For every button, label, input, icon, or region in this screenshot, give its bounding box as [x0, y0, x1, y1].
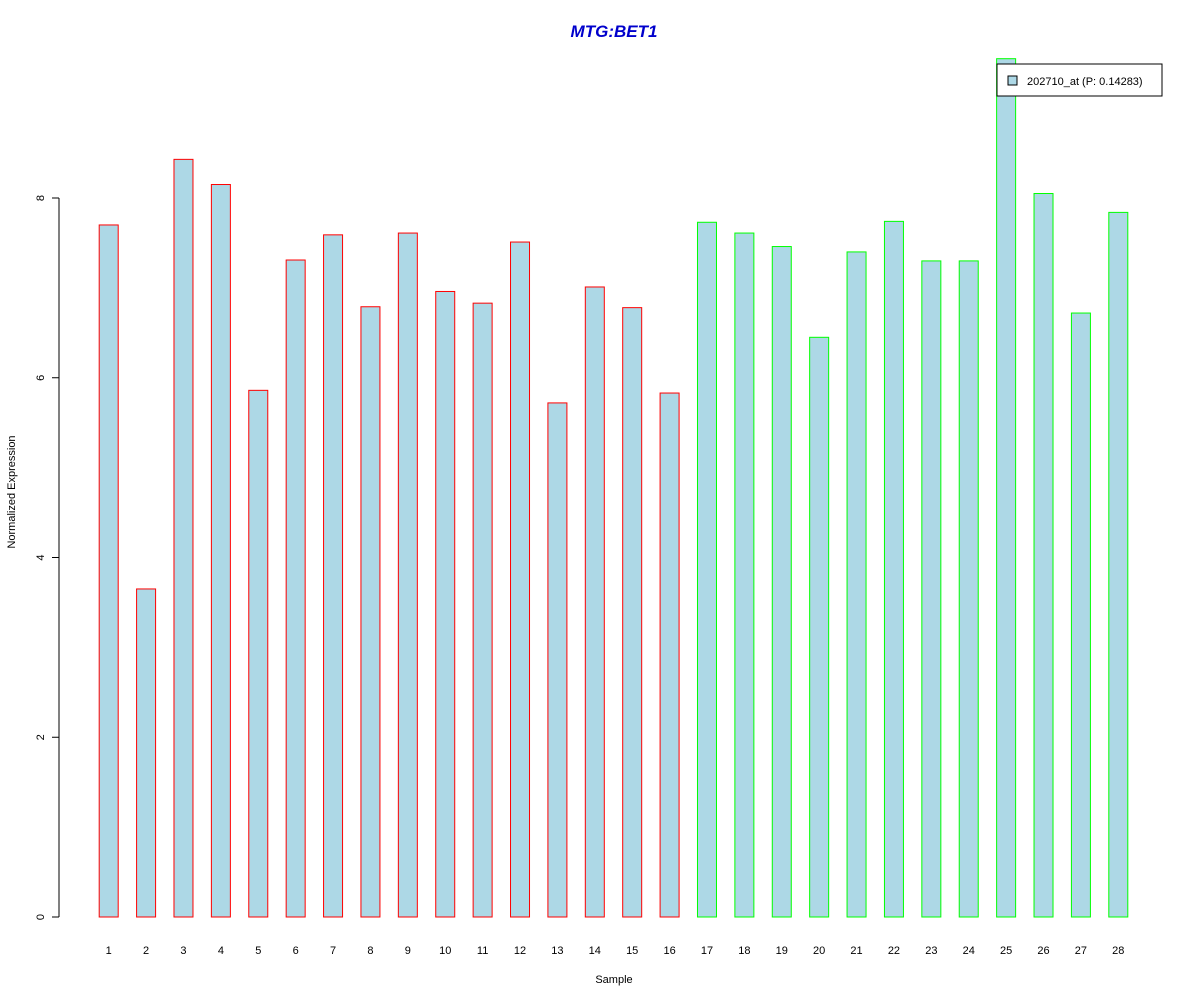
- x-axis-tick-label: 6: [293, 945, 299, 957]
- bar: [921, 260, 942, 918]
- y-axis-tick-label: 2: [35, 734, 47, 740]
- y-axis-tick-label: 0: [35, 914, 47, 920]
- bar: [1070, 312, 1091, 918]
- bar: [584, 286, 605, 918]
- bar: [323, 234, 344, 918]
- x-axis-tick-label: 28: [1112, 945, 1124, 957]
- x-axis-tick-label: 7: [330, 945, 336, 957]
- x-axis-tick-label: 4: [218, 945, 224, 957]
- x-axis-tick-label: 19: [776, 945, 788, 957]
- bar: [472, 302, 493, 918]
- bar: [846, 251, 867, 918]
- y-axis-tick-label: 6: [35, 375, 47, 381]
- x-axis-tick-label: 21: [850, 945, 862, 957]
- bar: [98, 224, 119, 918]
- bars-group: [98, 58, 1129, 918]
- bar: [248, 389, 269, 918]
- x-axis-tick-labels: 1 2 3 4 5 6 7 8 9 10 11 12 13 14 15 16 17 18 19 20 21 22 23 24 2…: [106, 945, 1125, 957]
- x-axis-tick-label: 11: [477, 945, 488, 957]
- bar: [136, 588, 157, 918]
- bar: [996, 58, 1017, 918]
- bar: [809, 336, 830, 918]
- bar: [771, 246, 792, 918]
- chart-title: MTG:BET1: [571, 22, 658, 41]
- x-axis-tick-label: 14: [589, 945, 601, 957]
- x-axis-tick-label: 26: [1037, 945, 1049, 957]
- x-axis-tick-label: 15: [626, 945, 638, 957]
- x-axis-tick-label: 22: [888, 945, 900, 957]
- bar: [173, 158, 194, 918]
- x-axis-tick-label: 16: [663, 945, 675, 957]
- x-axis-label: Sample: [595, 974, 632, 986]
- x-axis-tick-label: 20: [813, 945, 825, 957]
- y-axis-tick-label: 4: [35, 554, 47, 560]
- y-axis-tick-label: 8: [35, 195, 47, 201]
- bar: [210, 184, 231, 918]
- y-axis: 0 2 4 6 8: [35, 195, 60, 920]
- bar: [622, 307, 643, 918]
- bar: [397, 232, 418, 918]
- x-axis-tick-label: 2: [143, 945, 149, 957]
- bar: [360, 306, 381, 918]
- bar: [285, 259, 306, 918]
- legend-swatch: [1007, 75, 1018, 86]
- x-axis-tick-label: 9: [405, 945, 411, 957]
- x-axis-tick-label: 8: [367, 945, 373, 957]
- x-axis-tick-label: 5: [255, 945, 261, 957]
- x-axis-tick-label: 23: [925, 945, 937, 957]
- x-axis-tick-label: 24: [963, 945, 975, 957]
- legend: 202710_at (P: 0.14283): [996, 63, 1163, 97]
- bar: [696, 221, 717, 918]
- bar: [883, 220, 904, 918]
- x-axis-tick-label: 18: [738, 945, 750, 957]
- y-axis-label: Normalized Expression: [6, 435, 18, 548]
- x-axis-tick-label: 12: [514, 945, 526, 957]
- x-axis-tick-label: 27: [1075, 945, 1087, 957]
- bar: [547, 402, 568, 918]
- legend-box: [996, 63, 1163, 97]
- legend-label: 202710_at (P: 0.14283): [1027, 76, 1143, 88]
- bar: [958, 260, 979, 918]
- x-axis-tick-label: 10: [439, 945, 451, 957]
- bar: [1108, 211, 1129, 918]
- x-axis-tick-label: 1: [106, 945, 112, 957]
- x-axis-tick-label: 13: [551, 945, 563, 957]
- bar: [659, 392, 680, 918]
- bar: [1033, 193, 1054, 918]
- x-axis-tick-label: 17: [701, 945, 713, 957]
- bar: [510, 241, 531, 918]
- x-axis-tick-label: 3: [180, 945, 186, 957]
- x-axis-tick-label: 25: [1000, 945, 1012, 957]
- bar: [435, 290, 456, 918]
- bar: [734, 232, 755, 918]
